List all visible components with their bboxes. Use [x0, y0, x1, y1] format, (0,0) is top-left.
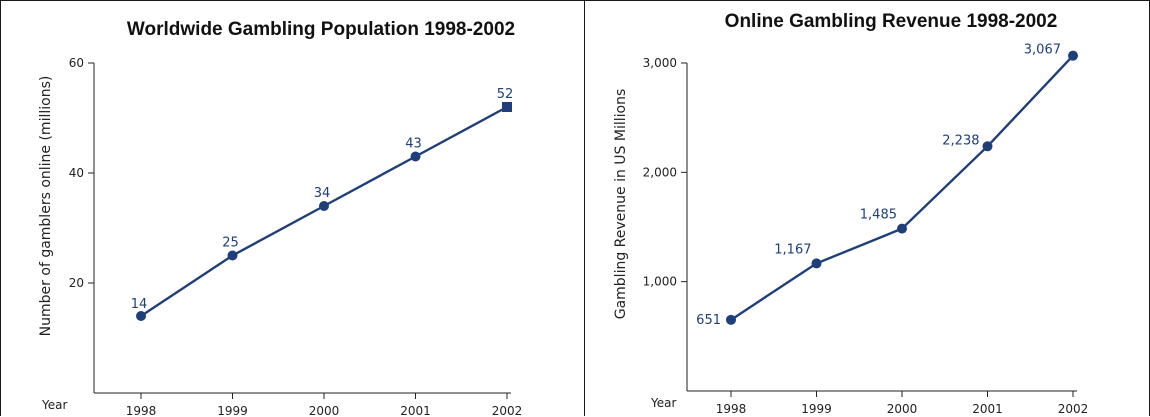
- x-tick-label: 1998: [126, 404, 157, 417]
- x-tick-label: 2002: [1058, 402, 1089, 416]
- y-tick-label: 2,000: [643, 165, 677, 179]
- data-point: [136, 311, 146, 321]
- data-label: 52: [497, 87, 514, 102]
- data-label: 651: [696, 313, 721, 328]
- x-axis-title: Year: [650, 396, 676, 410]
- data-point: [811, 258, 822, 269]
- data-label: 34: [314, 186, 331, 201]
- data-label: 1,485: [860, 208, 897, 223]
- data-label: 2,238: [942, 133, 979, 148]
- data-point: [227, 250, 238, 261]
- chart-title: Worldwide Gambling Population 1998-2002: [127, 19, 515, 40]
- x-tick-label: 2000: [309, 404, 340, 417]
- x-tick-label: 1999: [217, 404, 248, 417]
- y-axis-title: Number of gamblers online (millions): [38, 76, 54, 337]
- x-tick-label: 2001: [400, 404, 431, 417]
- x-tick-label: 2000: [887, 402, 918, 416]
- x-tick-label: 2001: [972, 402, 1003, 416]
- x-tick-label: 1998: [716, 402, 747, 416]
- data-point: [897, 223, 907, 234]
- data-point: [1068, 50, 1078, 61]
- data-point: [726, 314, 736, 325]
- data-point: [410, 151, 421, 162]
- y-tick-label: 3,000: [643, 56, 677, 70]
- y-tick-label: 20: [69, 276, 84, 290]
- chart-panel-gambling-revenue: Online Gambling Revenue 1998-2002 Gambli…: [584, 0, 1150, 416]
- x-axis-title: Year: [41, 398, 67, 412]
- data-point: [502, 102, 512, 112]
- data-label: 14: [131, 297, 148, 312]
- x-tick-label: 1999: [801, 402, 832, 416]
- y-tick-label: 1,000: [643, 275, 677, 289]
- x-tick-label: 2002: [492, 404, 523, 417]
- chart-panel-gambling-population: Worldwide Gambling Population 1998-2002 …: [0, 0, 585, 417]
- chart-gambling-population: Worldwide Gambling Population 1998-2002 …: [38, 19, 523, 417]
- data-label: 43: [405, 137, 422, 152]
- data-point: [319, 201, 329, 211]
- y-tick-label: 40: [69, 166, 84, 180]
- data-label: 3,067: [1024, 43, 1061, 58]
- chart-title: Online Gambling Revenue 1998-2002: [725, 11, 1058, 32]
- chart-gambling-revenue: Online Gambling Revenue 1998-2002 Gambli…: [613, 11, 1089, 416]
- series-line: [140, 105, 508, 318]
- data-label: 25: [222, 236, 239, 251]
- data-label: 1,167: [774, 242, 811, 257]
- series-line: [730, 54, 1074, 321]
- y-axis-title: Gambling Revenue in US Millions: [613, 89, 629, 320]
- data-point: [982, 141, 993, 152]
- y-tick-label: 60: [69, 56, 84, 70]
